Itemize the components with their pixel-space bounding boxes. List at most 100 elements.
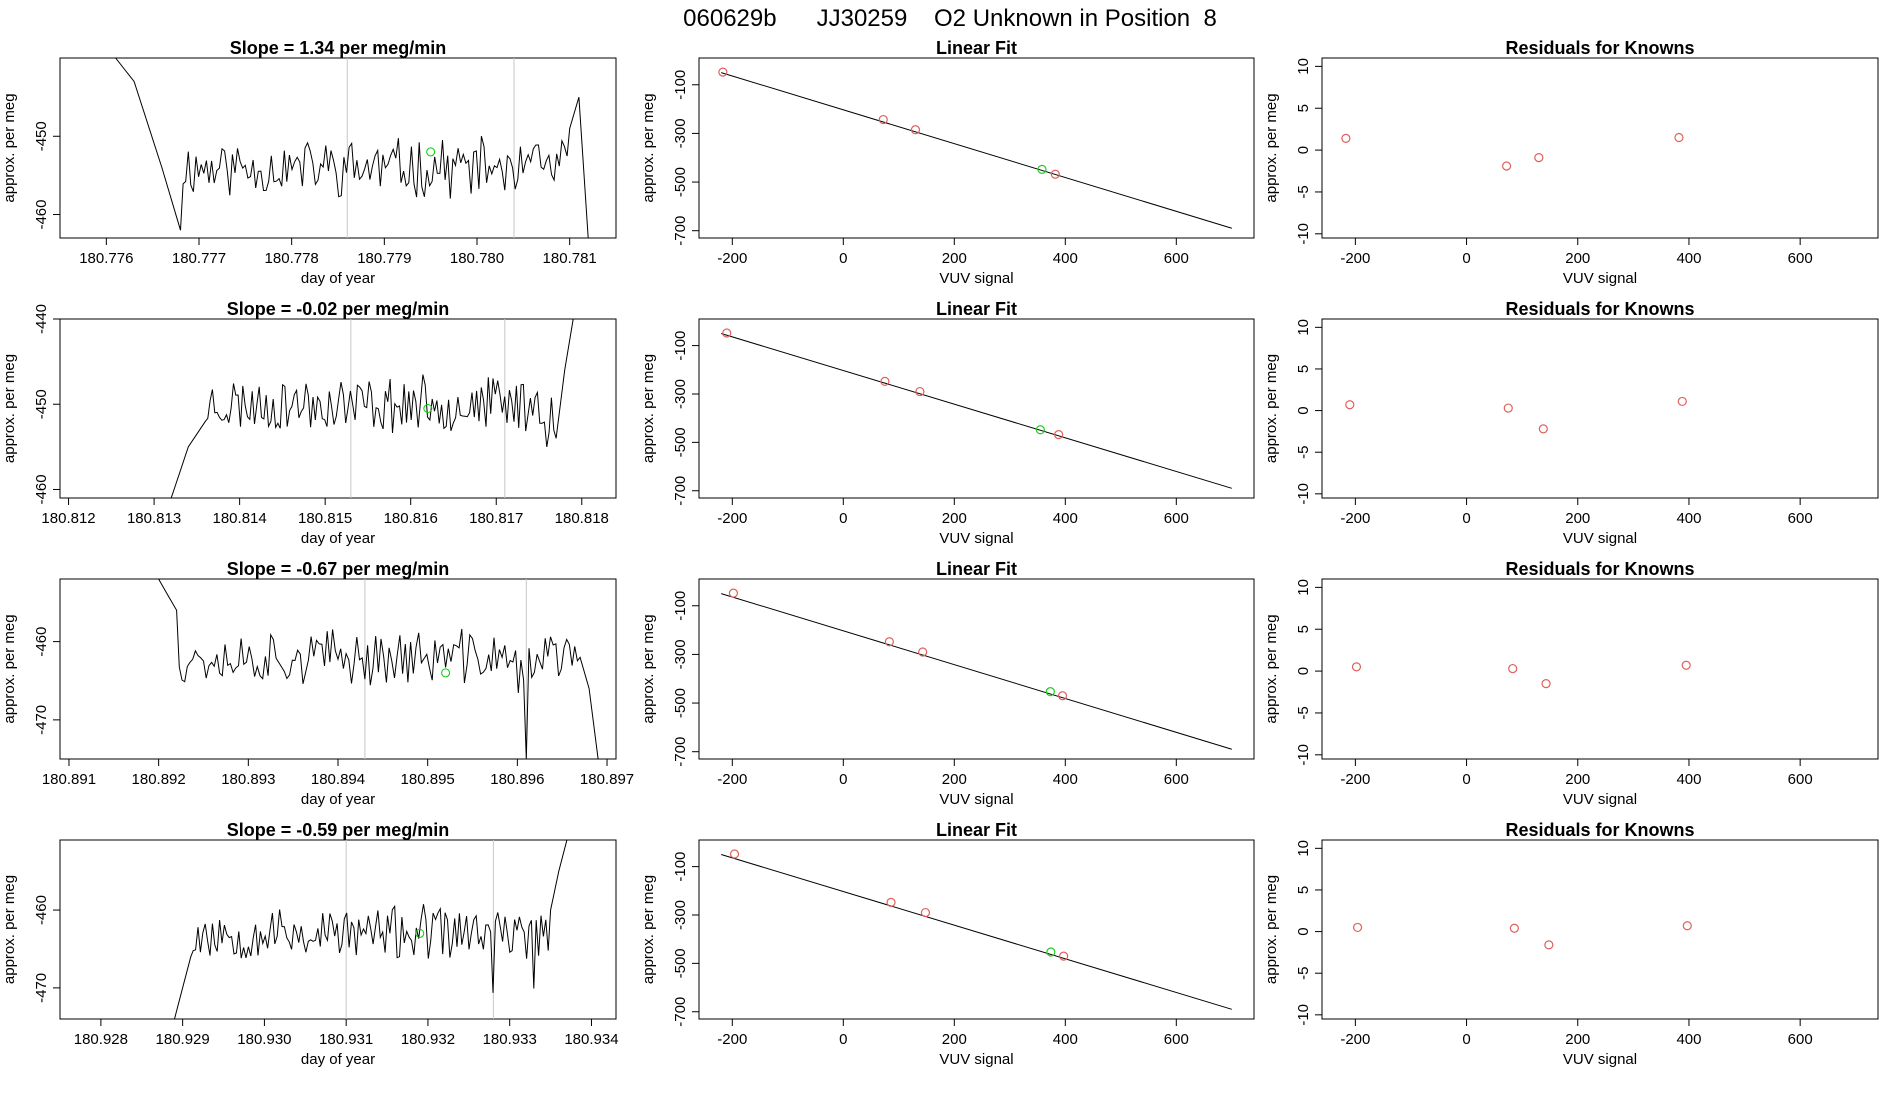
y-tick-label: -300 <box>672 118 689 148</box>
y-tick-label: -300 <box>672 900 689 930</box>
panel-1-1: Slope = 1.34 per meg/min day of year appro… <box>1 38 617 287</box>
data-point <box>1501 161 1512 171</box>
plot-frame <box>1321 578 1879 760</box>
plot-frame <box>698 57 1255 239</box>
x-tick-label: 600 <box>1788 1031 1813 1048</box>
y-tick-label: 5 <box>1295 625 1312 633</box>
plot-frame <box>698 839 1255 1020</box>
x-tick-label: 200 <box>942 771 967 788</box>
x-tick-label: 600 <box>1164 250 1189 267</box>
y-axis-label: approx. per meg <box>640 614 657 723</box>
data-point <box>1035 425 1045 435</box>
plot-frame <box>59 57 617 239</box>
data-point <box>1534 153 1544 163</box>
x-axis-label: VUV signal <box>939 270 1013 287</box>
data-point <box>878 114 888 125</box>
chart-title: Slope = 1.34 per meg/min <box>230 38 447 58</box>
y-axis-label: approx. per meg <box>1263 875 1280 984</box>
y-tick-label: 10 <box>1295 319 1312 336</box>
data-point <box>1341 133 1351 143</box>
data-point <box>880 376 890 387</box>
data-point <box>915 386 925 397</box>
series-trace <box>170 319 574 498</box>
x-tick-label: 400 <box>1053 771 1078 788</box>
x-axis-label: VUV signal <box>1563 791 1637 808</box>
x-axis-label: day of year <box>301 791 375 808</box>
panel-3-1: Slope = -0.67 per meg/min day of year appr… <box>1 559 634 808</box>
x-tick-label: 600 <box>1164 771 1189 788</box>
data-point <box>886 897 896 908</box>
series-trace <box>115 58 589 238</box>
y-tick-label: -10 <box>1295 483 1312 505</box>
data-point <box>1352 922 1363 933</box>
x-tick-label: 180.895 <box>401 771 455 788</box>
chart-title: Linear Fit <box>936 38 1017 58</box>
x-axis-label: VUV signal <box>939 1051 1013 1068</box>
y-tick-label: -100 <box>672 70 689 100</box>
y-tick-label: -5 <box>1295 706 1312 719</box>
y-tick-label: -460 <box>33 474 50 504</box>
y-tick-label: -10 <box>1295 223 1312 245</box>
x-tick-label: 0 <box>839 771 847 788</box>
chart-title: Linear Fit <box>936 559 1017 579</box>
y-tick-label: -5 <box>1295 185 1312 198</box>
y-tick-label: -10 <box>1295 744 1312 766</box>
chart-title: Slope = -0.59 per meg/min <box>227 820 450 840</box>
fit-line <box>721 854 1232 1010</box>
x-tick-label: 180.894 <box>311 771 365 788</box>
x-tick-label: 400 <box>1053 510 1078 527</box>
y-tick-label: -460 <box>33 200 50 230</box>
x-axis-label: day of year <box>301 270 375 287</box>
x-tick-label: 400 <box>1053 1031 1078 1048</box>
y-tick-label: -500 <box>672 688 689 718</box>
x-tick-label: -200 <box>717 250 747 267</box>
y-tick-label: -300 <box>672 639 689 669</box>
x-tick-label: 0 <box>839 1031 847 1048</box>
y-tick-label: -100 <box>672 331 689 361</box>
x-tick-label: 600 <box>1164 510 1189 527</box>
data-point <box>1538 424 1548 434</box>
x-tick-label: -200 <box>1340 250 1370 267</box>
chart-title: Linear Fit <box>936 299 1017 319</box>
y-tick-label: -700 <box>672 737 689 767</box>
x-tick-label: -200 <box>717 771 747 788</box>
data-point <box>729 849 740 859</box>
x-axis-label: VUV signal <box>1563 1051 1637 1068</box>
chart-title: Residuals for Knowns <box>1505 559 1694 579</box>
x-tick-label: 400 <box>1053 250 1078 267</box>
panel-3-3: Residuals for Knowns VUV signal approx. pe… <box>1263 559 1879 808</box>
x-tick-label: 0 <box>839 250 847 267</box>
y-tick-label: -470 <box>33 973 50 1003</box>
y-tick-label: -700 <box>672 216 689 246</box>
panel-4-2: Linear Fit VUV signal approx. per meg -200 0… <box>640 820 1255 1068</box>
y-tick-label: -5 <box>1295 967 1312 980</box>
y-tick-label: -450 <box>33 389 50 419</box>
y-axis-label: approx. per meg <box>1 875 18 984</box>
x-tick-label: 400 <box>1676 771 1701 788</box>
y-tick-label: 5 <box>1295 104 1312 112</box>
figure-title: 060629b JJ30259 O2 Unknown in Position 8 <box>683 5 1217 32</box>
data-point <box>1351 662 1362 672</box>
x-tick-label: 200 <box>942 1031 967 1048</box>
data-point <box>1681 660 1691 670</box>
data-point <box>1057 691 1068 701</box>
unknown-marker <box>423 404 433 413</box>
x-tick-label: 180.812 <box>41 510 95 527</box>
x-tick-label: 180.891 <box>42 771 96 788</box>
plot-frame <box>698 318 1255 499</box>
x-tick-label: 180.892 <box>132 771 186 788</box>
x-tick-label: 180.896 <box>490 771 544 788</box>
plot-frame <box>698 578 1255 760</box>
data-point <box>918 647 928 657</box>
data-point <box>920 907 931 918</box>
data-point <box>1046 947 1056 957</box>
x-tick-label: 180.818 <box>555 510 609 527</box>
y-tick-label: 0 <box>1295 146 1312 154</box>
fit-line <box>721 593 1232 750</box>
y-axis-label: approx. per meg <box>640 875 657 984</box>
panel-4-1: Slope = -0.59 per meg/min day of year appr… <box>1 820 619 1068</box>
data-point <box>728 588 739 598</box>
data-point <box>1037 164 1047 175</box>
x-tick-label: -200 <box>717 510 747 527</box>
x-tick-label: 180.932 <box>401 1031 455 1048</box>
